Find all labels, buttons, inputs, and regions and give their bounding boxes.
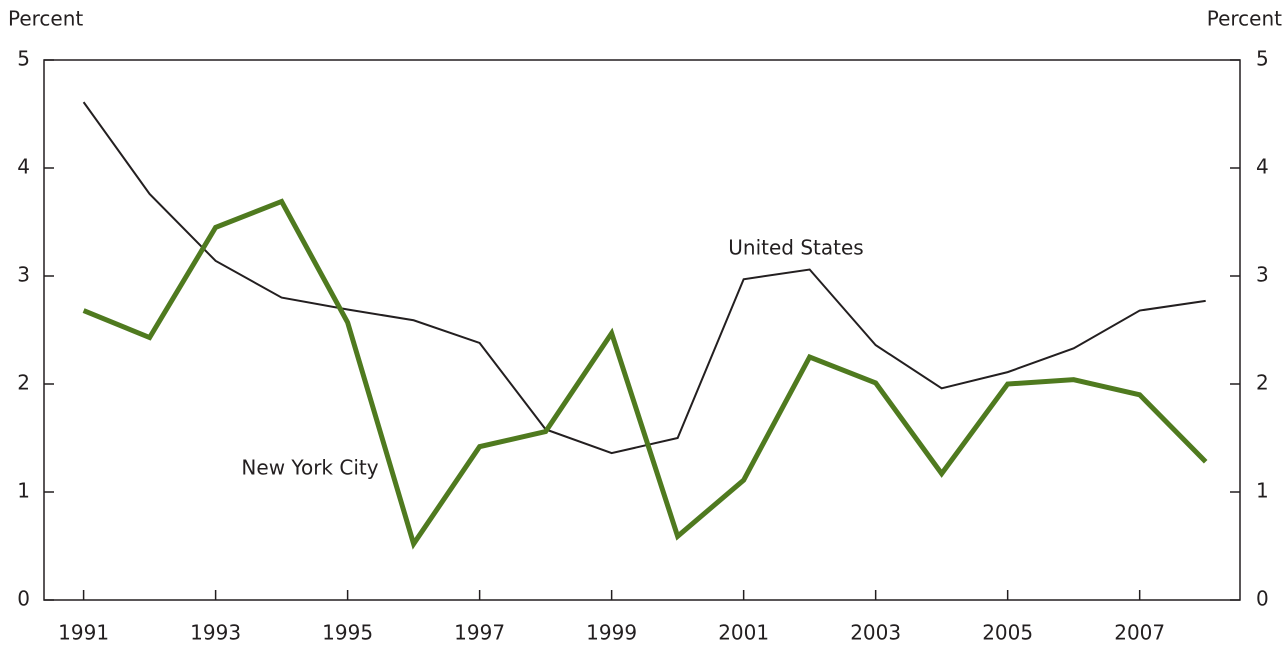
y-axis-label: Percent (8, 7, 83, 31)
x-tick-label: 1993 (190, 621, 241, 645)
series-label: United States (728, 236, 863, 260)
x-tick-label: 1997 (454, 621, 505, 645)
y2-tick-label: 1 (1256, 479, 1269, 503)
y2-tick-label: 4 (1256, 155, 1269, 179)
y-tick-label: 4 (17, 155, 30, 179)
y2-tick-label: 2 (1256, 371, 1269, 395)
y-tick-label: 3 (17, 263, 30, 287)
y-tick-label: 0 (17, 587, 30, 611)
x-tick-label: 2003 (850, 621, 901, 645)
x-tick-label: 1999 (586, 621, 637, 645)
line-series (82, 101, 1206, 455)
line-series (82, 198, 1208, 550)
x-tick-label: 2007 (1114, 621, 1165, 645)
x-tick-label: 2001 (718, 621, 769, 645)
y2-tick-label: 3 (1256, 263, 1269, 287)
y2-tick-label: 5 (1256, 47, 1269, 71)
y2-tick-label: 0 (1256, 587, 1269, 611)
x-tick-label: 1995 (322, 621, 373, 645)
x-tick-label: 1991 (58, 621, 109, 645)
y-tick-label: 1 (17, 479, 30, 503)
x-tick-label: 2005 (982, 621, 1033, 645)
series-label: New York City (241, 456, 378, 480)
plot-frame (43, 59, 1241, 601)
y2-axis-label: Percent (1207, 7, 1282, 31)
y-tick-label: 5 (17, 47, 30, 71)
y-tick-label: 2 (17, 371, 30, 395)
